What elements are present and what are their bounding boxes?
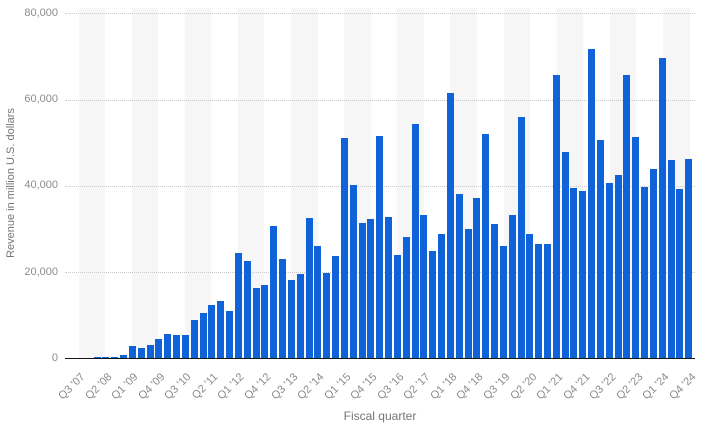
- background-band: [450, 8, 478, 359]
- bar-q423[interactable]: [649, 169, 657, 359]
- bar-q313[interactable]: [287, 280, 295, 359]
- bar-q218[interactable]: [455, 194, 463, 359]
- bar-q415[interactable]: [367, 219, 375, 359]
- x-axis-title: Fiscal quarter: [343, 409, 417, 423]
- bar-q112[interactable]: [234, 253, 242, 359]
- bar-q312[interactable]: [252, 288, 260, 359]
- bar-q210[interactable]: [173, 335, 181, 359]
- bar-q422[interactable]: [614, 174, 622, 359]
- x-axis-baseline: [65, 357, 695, 360]
- y-tick-label: 60,000: [24, 93, 58, 106]
- background-band: [291, 8, 318, 359]
- bar-q320[interactable]: [535, 244, 543, 359]
- bar-q318[interactable]: [464, 229, 472, 359]
- background-band: [397, 8, 424, 359]
- bar-q310[interactable]: [181, 335, 189, 359]
- bar-q311[interactable]: [217, 301, 225, 359]
- gridline: [65, 13, 695, 15]
- bar-q118[interactable]: [446, 92, 454, 359]
- bar-q412[interactable]: [261, 284, 269, 359]
- background-band: [556, 8, 584, 359]
- bar-q424[interactable]: [685, 159, 693, 359]
- bar-q111[interactable]: [199, 313, 207, 359]
- bar-q215[interactable]: [349, 184, 357, 359]
- bar-q119[interactable]: [482, 134, 490, 359]
- bar-q224[interactable]: [667, 160, 675, 359]
- bar-q418[interactable]: [473, 198, 481, 359]
- bar-q117[interactable]: [411, 123, 419, 359]
- bar-q216[interactable]: [385, 216, 393, 359]
- bar-q114[interactable]: [305, 218, 313, 359]
- bar-q221[interactable]: [561, 151, 569, 359]
- bar-q217[interactable]: [420, 215, 428, 359]
- bar-q115[interactable]: [340, 137, 348, 359]
- bar-q416[interactable]: [402, 236, 410, 359]
- bar-q120[interactable]: [517, 116, 525, 359]
- bar-q321[interactable]: [570, 187, 578, 359]
- bar-q113[interactable]: [270, 226, 278, 359]
- bar-q212[interactable]: [243, 260, 251, 359]
- bar-q410[interactable]: [190, 320, 198, 359]
- bar-q309[interactable]: [146, 345, 154, 359]
- bar-q223[interactable]: [632, 136, 640, 359]
- bar-q110[interactable]: [164, 334, 172, 359]
- bar-q417[interactable]: [438, 234, 446, 359]
- bar-q219[interactable]: [491, 224, 498, 359]
- bar-q420[interactable]: [543, 244, 551, 359]
- bar-q419[interactable]: [508, 214, 516, 359]
- background-band: [609, 8, 637, 359]
- bar-q122[interactable]: [588, 49, 596, 359]
- background-band: [184, 8, 212, 359]
- bar-q109[interactable]: [128, 345, 136, 359]
- bar-q214[interactable]: [314, 246, 322, 359]
- background-band: [78, 8, 106, 359]
- bar-q411[interactable]: [226, 311, 234, 359]
- y-tick-label: 0: [51, 352, 58, 364]
- bar-q213[interactable]: [279, 259, 287, 359]
- bar-q409[interactable]: [155, 338, 163, 359]
- bar-q323[interactable]: [641, 187, 649, 359]
- bar-q414[interactable]: [332, 256, 340, 359]
- background-band: [131, 8, 159, 359]
- gridline: [65, 99, 695, 101]
- bar-q209[interactable]: [137, 348, 145, 359]
- bar-q314[interactable]: [323, 273, 331, 359]
- bar-q124[interactable]: [658, 57, 666, 359]
- bar-q315[interactable]: [358, 223, 366, 359]
- bar-q116[interactable]: [376, 135, 384, 359]
- bar-q121[interactable]: [552, 75, 560, 359]
- y-tick-label: 40,000: [24, 179, 58, 192]
- bar-q421[interactable]: [579, 190, 587, 359]
- y-tick-label: 80,000: [24, 6, 58, 19]
- bar-q319[interactable]: [499, 246, 507, 359]
- bar-q316[interactable]: [393, 254, 401, 359]
- background-band: [503, 8, 531, 359]
- bar-q211[interactable]: [208, 305, 216, 359]
- background-band: [237, 8, 265, 359]
- bar-q324[interactable]: [676, 188, 684, 359]
- bar-q322[interactable]: [605, 182, 613, 359]
- bar-q317[interactable]: [429, 251, 437, 359]
- background-band: [344, 8, 371, 359]
- bar-q413[interactable]: [296, 274, 304, 359]
- bar-q123[interactable]: [623, 74, 631, 359]
- plot-area: [65, 8, 695, 359]
- background-band: [663, 8, 690, 359]
- bar-q408[interactable]: [120, 355, 128, 359]
- bar-q220[interactable]: [526, 233, 534, 359]
- y-tick-label: 20,000: [24, 265, 58, 278]
- bar-q222[interactable]: [596, 140, 604, 359]
